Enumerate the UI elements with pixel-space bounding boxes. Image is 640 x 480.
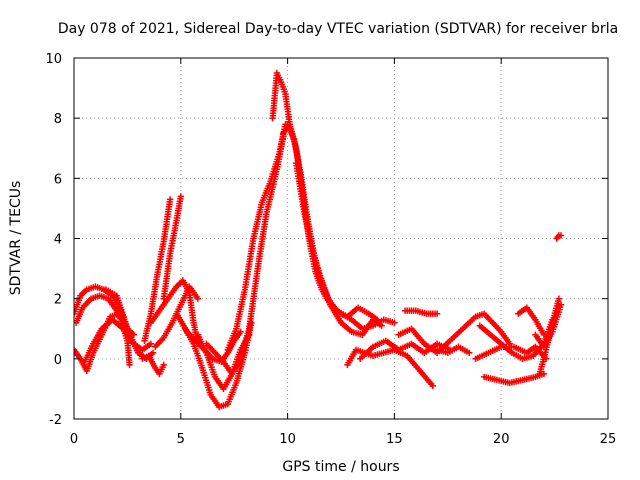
- y-tick-label: 4: [54, 233, 62, 248]
- axis-ticks: 0 5 10 15 20 25 -2 0 2 4 6 8 10: [45, 52, 616, 447]
- series-track-30: [532, 301, 565, 350]
- series-track-3: [74, 310, 133, 375]
- series-track-26: [480, 370, 548, 387]
- series-track-12: [181, 319, 255, 411]
- data-point: [166, 196, 174, 203]
- x-tick-label: 15: [386, 432, 403, 447]
- series-track-16: [269, 69, 293, 128]
- data-point: [429, 382, 436, 390]
- data-point: [74, 310, 78, 317]
- y-tick-label: 6: [54, 172, 62, 187]
- series-line: [286, 123, 379, 321]
- x-axis-label: GPS time / hours: [282, 459, 399, 475]
- data-point: [74, 346, 78, 353]
- data-point: [160, 361, 167, 369]
- data-point: [466, 349, 473, 356]
- series-track-31: [553, 232, 565, 242]
- series-track-24: [433, 343, 473, 356]
- y-tick-label: 8: [54, 112, 62, 127]
- data-series: [74, 69, 565, 411]
- data-point: [378, 322, 385, 329]
- data-point: [194, 295, 202, 302]
- data-point: [557, 301, 565, 308]
- y-tick-label: -2: [49, 413, 62, 428]
- series-track-19: [292, 160, 385, 338]
- series-track-8: [160, 193, 184, 302]
- data-point: [555, 295, 563, 302]
- x-tick-label: 20: [493, 432, 510, 447]
- data-point: [147, 340, 155, 347]
- x-tick-label: 10: [279, 432, 296, 447]
- series-track-15: [224, 121, 289, 353]
- data-point: [433, 310, 441, 317]
- y-axis-label: SDTVAR / TECUs: [8, 181, 24, 296]
- x-tick-label: 5: [177, 432, 185, 447]
- y-tick-label: 0: [54, 353, 62, 368]
- chart-title: Day 078 of 2021, Sidereal Day-to-day VTE…: [58, 21, 618, 37]
- series-track-23: [401, 307, 441, 317]
- x-tick-label: 25: [600, 432, 617, 447]
- series-track-18: [284, 121, 381, 323]
- series-track-7: [139, 352, 167, 378]
- data-point: [126, 361, 133, 369]
- series-track-28: [515, 304, 548, 338]
- data-point: [149, 349, 157, 356]
- y-tick-label: 10: [45, 52, 62, 67]
- x-tick-label: 0: [70, 432, 78, 447]
- data-point: [540, 331, 548, 338]
- data-point: [391, 319, 398, 326]
- series-track-21: [357, 337, 454, 362]
- data-point: [177, 193, 184, 200]
- data-point: [557, 232, 565, 239]
- series-track-22: [395, 310, 513, 356]
- y-tick-label: 2: [54, 293, 62, 308]
